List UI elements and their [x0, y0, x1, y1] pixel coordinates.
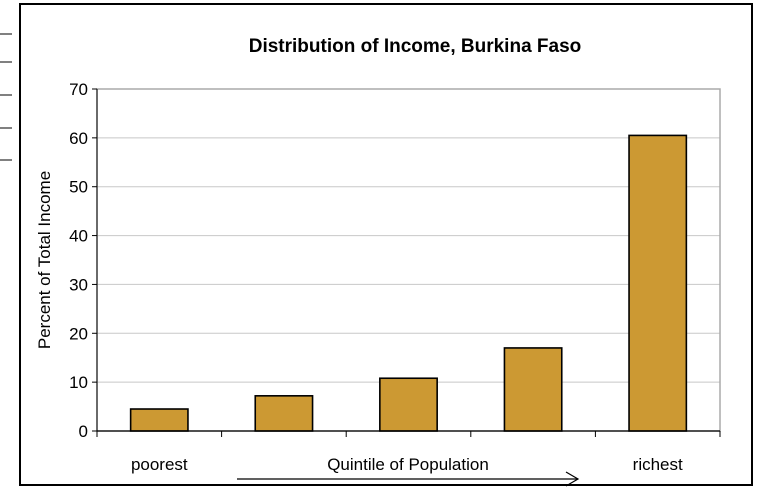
bar: [503, 347, 563, 432]
x-category-label: richest: [633, 455, 683, 474]
chart-title: Distribution of Income, Burkina Faso: [249, 36, 582, 57]
x-axis-arrow: [237, 471, 580, 487]
bar: [379, 377, 438, 432]
y-tick-label: 50: [69, 178, 88, 197]
bar: [254, 395, 314, 432]
x-axis-label: Quintile of Population: [327, 455, 489, 474]
bar: [628, 134, 688, 432]
left-edge-ticks: [0, 33, 12, 161]
bar: [129, 408, 189, 432]
y-tick-label: 0: [79, 422, 88, 441]
y-tick-label: 60: [69, 129, 88, 148]
y-tick-label: 40: [69, 227, 88, 246]
y-tick-label: 70: [69, 80, 88, 99]
y-axis-label: Percent of Total Income: [35, 171, 54, 349]
y-tick-label: 10: [69, 373, 88, 392]
y-tick-label: 30: [69, 275, 88, 294]
y-tick-label: 20: [69, 324, 88, 343]
x-category-label: poorest: [131, 455, 188, 474]
